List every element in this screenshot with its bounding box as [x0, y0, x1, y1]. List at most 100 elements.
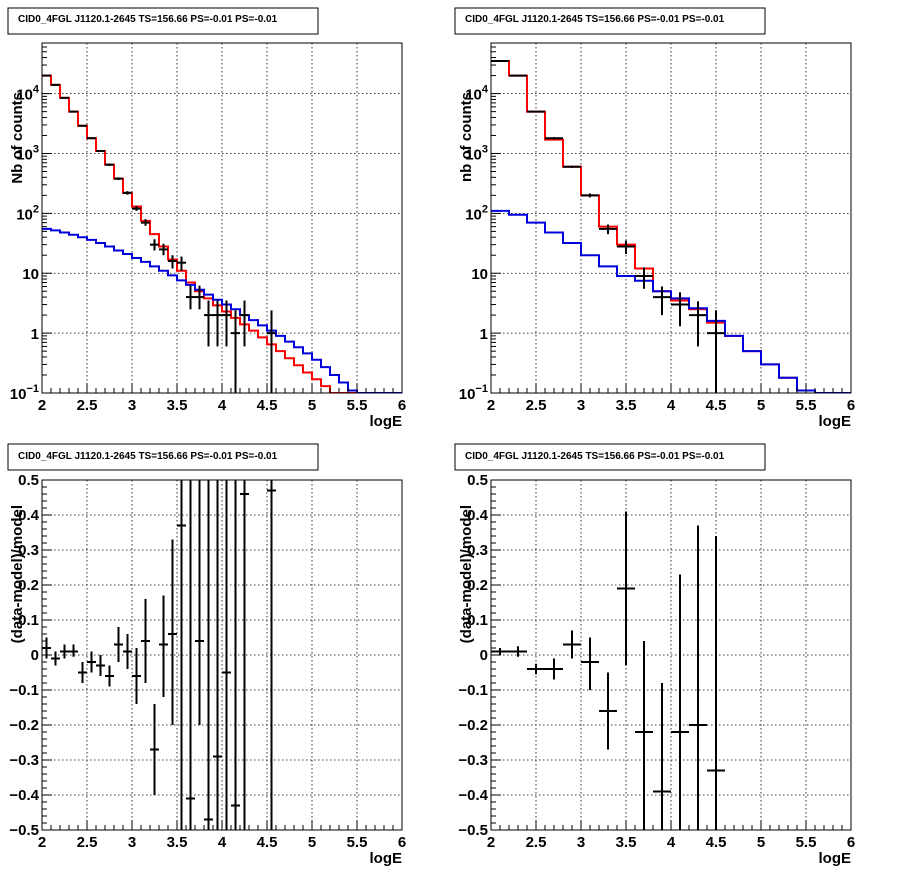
- data-point: [51, 83, 60, 86]
- data-point: [617, 511, 635, 666]
- data-point: [509, 74, 527, 77]
- y-tick-label: −0.3: [458, 752, 488, 769]
- y-tick-base: 10: [465, 87, 482, 104]
- y-tick-label: 0: [480, 647, 488, 664]
- data-point: [527, 663, 545, 675]
- data-point: [599, 224, 617, 235]
- data-point: [240, 300, 249, 347]
- y-tick-label: 0.4: [18, 507, 40, 524]
- y-tick-exponent: 2: [482, 203, 488, 215]
- x-tick-label: 6: [847, 834, 855, 851]
- x-tick-label: 5: [308, 397, 316, 414]
- data-point: [671, 574, 689, 830]
- data-point: [87, 137, 96, 140]
- y-axis-title: (data-model)/model: [9, 505, 26, 643]
- data-point: [213, 480, 222, 830]
- y-ticks: [491, 42, 501, 394]
- x-tick-label: 5: [757, 834, 765, 851]
- x-tick-label: 3.5: [167, 397, 188, 414]
- y-tick-base: 10: [22, 266, 39, 283]
- grid-lines: [491, 480, 851, 830]
- y-tick-base: 10: [465, 146, 482, 163]
- y-tick-exponent: −1: [475, 383, 488, 395]
- data-point: [617, 240, 635, 254]
- y-tick-label: 0: [31, 647, 39, 664]
- data-point: [177, 480, 186, 830]
- y-tick-label: 0.1: [18, 612, 39, 629]
- data-point: [563, 165, 581, 168]
- data-point: [231, 310, 240, 393]
- x-tick-label: 6: [398, 834, 406, 851]
- data-point: [491, 648, 509, 655]
- x-tick-label: 2.5: [77, 834, 98, 851]
- data-point: [114, 177, 123, 181]
- data-point: [545, 658, 563, 680]
- chart-title: CID0_4FGL J1120.1-2645 TS=156.66 PS=-0.0…: [465, 451, 725, 462]
- data-point: [195, 285, 204, 310]
- y-tick-label: 10: [22, 266, 39, 283]
- y-tick-base: 1: [31, 326, 39, 343]
- y-axis-title: nb of counts: [458, 92, 475, 182]
- x-ticks: [490, 383, 852, 393]
- data-point: [527, 110, 545, 113]
- y-tick-label: −0.1: [458, 682, 488, 699]
- x-ticks: [41, 383, 403, 393]
- data-layer: [42, 480, 276, 830]
- x-tick-label: 4.5: [706, 397, 727, 414]
- data-point: [123, 634, 132, 669]
- x-tick-label: 3: [577, 397, 585, 414]
- data-point: [545, 137, 563, 140]
- y-tick-exponent: 4: [33, 84, 40, 96]
- y-tick-label: 102: [465, 203, 488, 223]
- chart-panel-3: CID0_4FGL J1120.1-2645 TS=156.66 PS=-0.0…: [7, 443, 406, 867]
- x-tick-label: 2.5: [526, 834, 547, 851]
- data-point: [132, 206, 141, 211]
- x-axis-title: logE: [819, 850, 852, 867]
- y-tick-label: 10−1: [459, 383, 488, 403]
- data-point: [78, 124, 87, 127]
- y-tick-exponent: 3: [33, 143, 39, 155]
- data-point: [177, 256, 186, 271]
- y-tick-base: 10: [16, 87, 33, 104]
- x-tick-label: 3.5: [616, 397, 637, 414]
- x-tick-label: 2: [487, 834, 495, 851]
- data-point: [581, 637, 599, 690]
- x-axis-title: logE: [819, 413, 852, 430]
- data-point: [141, 219, 150, 226]
- data-point: [78, 662, 87, 683]
- y-tick-label: 1: [480, 326, 488, 343]
- x-tick-label: 3.5: [616, 834, 637, 851]
- x-tick-label: 4: [218, 834, 227, 851]
- y-tick-label: −0.4: [9, 787, 39, 804]
- y-tick-base: 10: [16, 206, 33, 223]
- y-tick-exponent: 2: [33, 203, 39, 215]
- data-point: [150, 704, 159, 795]
- y-tick-label: 0.2: [18, 577, 39, 594]
- y-tick-exponent: −1: [26, 383, 39, 395]
- data-layer: [491, 60, 851, 393]
- data-layer: [42, 74, 402, 393]
- data-point: [707, 310, 725, 393]
- data-point: [159, 243, 168, 256]
- data-point: [267, 480, 276, 830]
- data-point: [159, 595, 168, 697]
- y-tick-label: 10−1: [10, 383, 39, 403]
- y-ticks: [42, 42, 52, 394]
- y-tick-label: −0.2: [9, 717, 39, 734]
- data-point: [105, 665, 114, 687]
- data-point: [60, 644, 69, 659]
- data-point: [689, 301, 707, 347]
- y-tick-label: 10: [471, 266, 488, 283]
- y-axis-title: (data-model)/model: [458, 505, 475, 643]
- data-point: [186, 480, 195, 830]
- y-tick-label: −0.3: [9, 752, 39, 769]
- y-tick-label: 104: [16, 84, 40, 104]
- data-point: [204, 300, 213, 347]
- y-tick-label: 0.3: [18, 542, 39, 559]
- data-point: [168, 539, 177, 725]
- data-point: [132, 648, 141, 704]
- y-tick-label: 0.5: [467, 472, 488, 489]
- x-ticks: [490, 820, 852, 830]
- y-tick-label: 0.2: [467, 577, 488, 594]
- y-tick-label: 104: [465, 84, 489, 104]
